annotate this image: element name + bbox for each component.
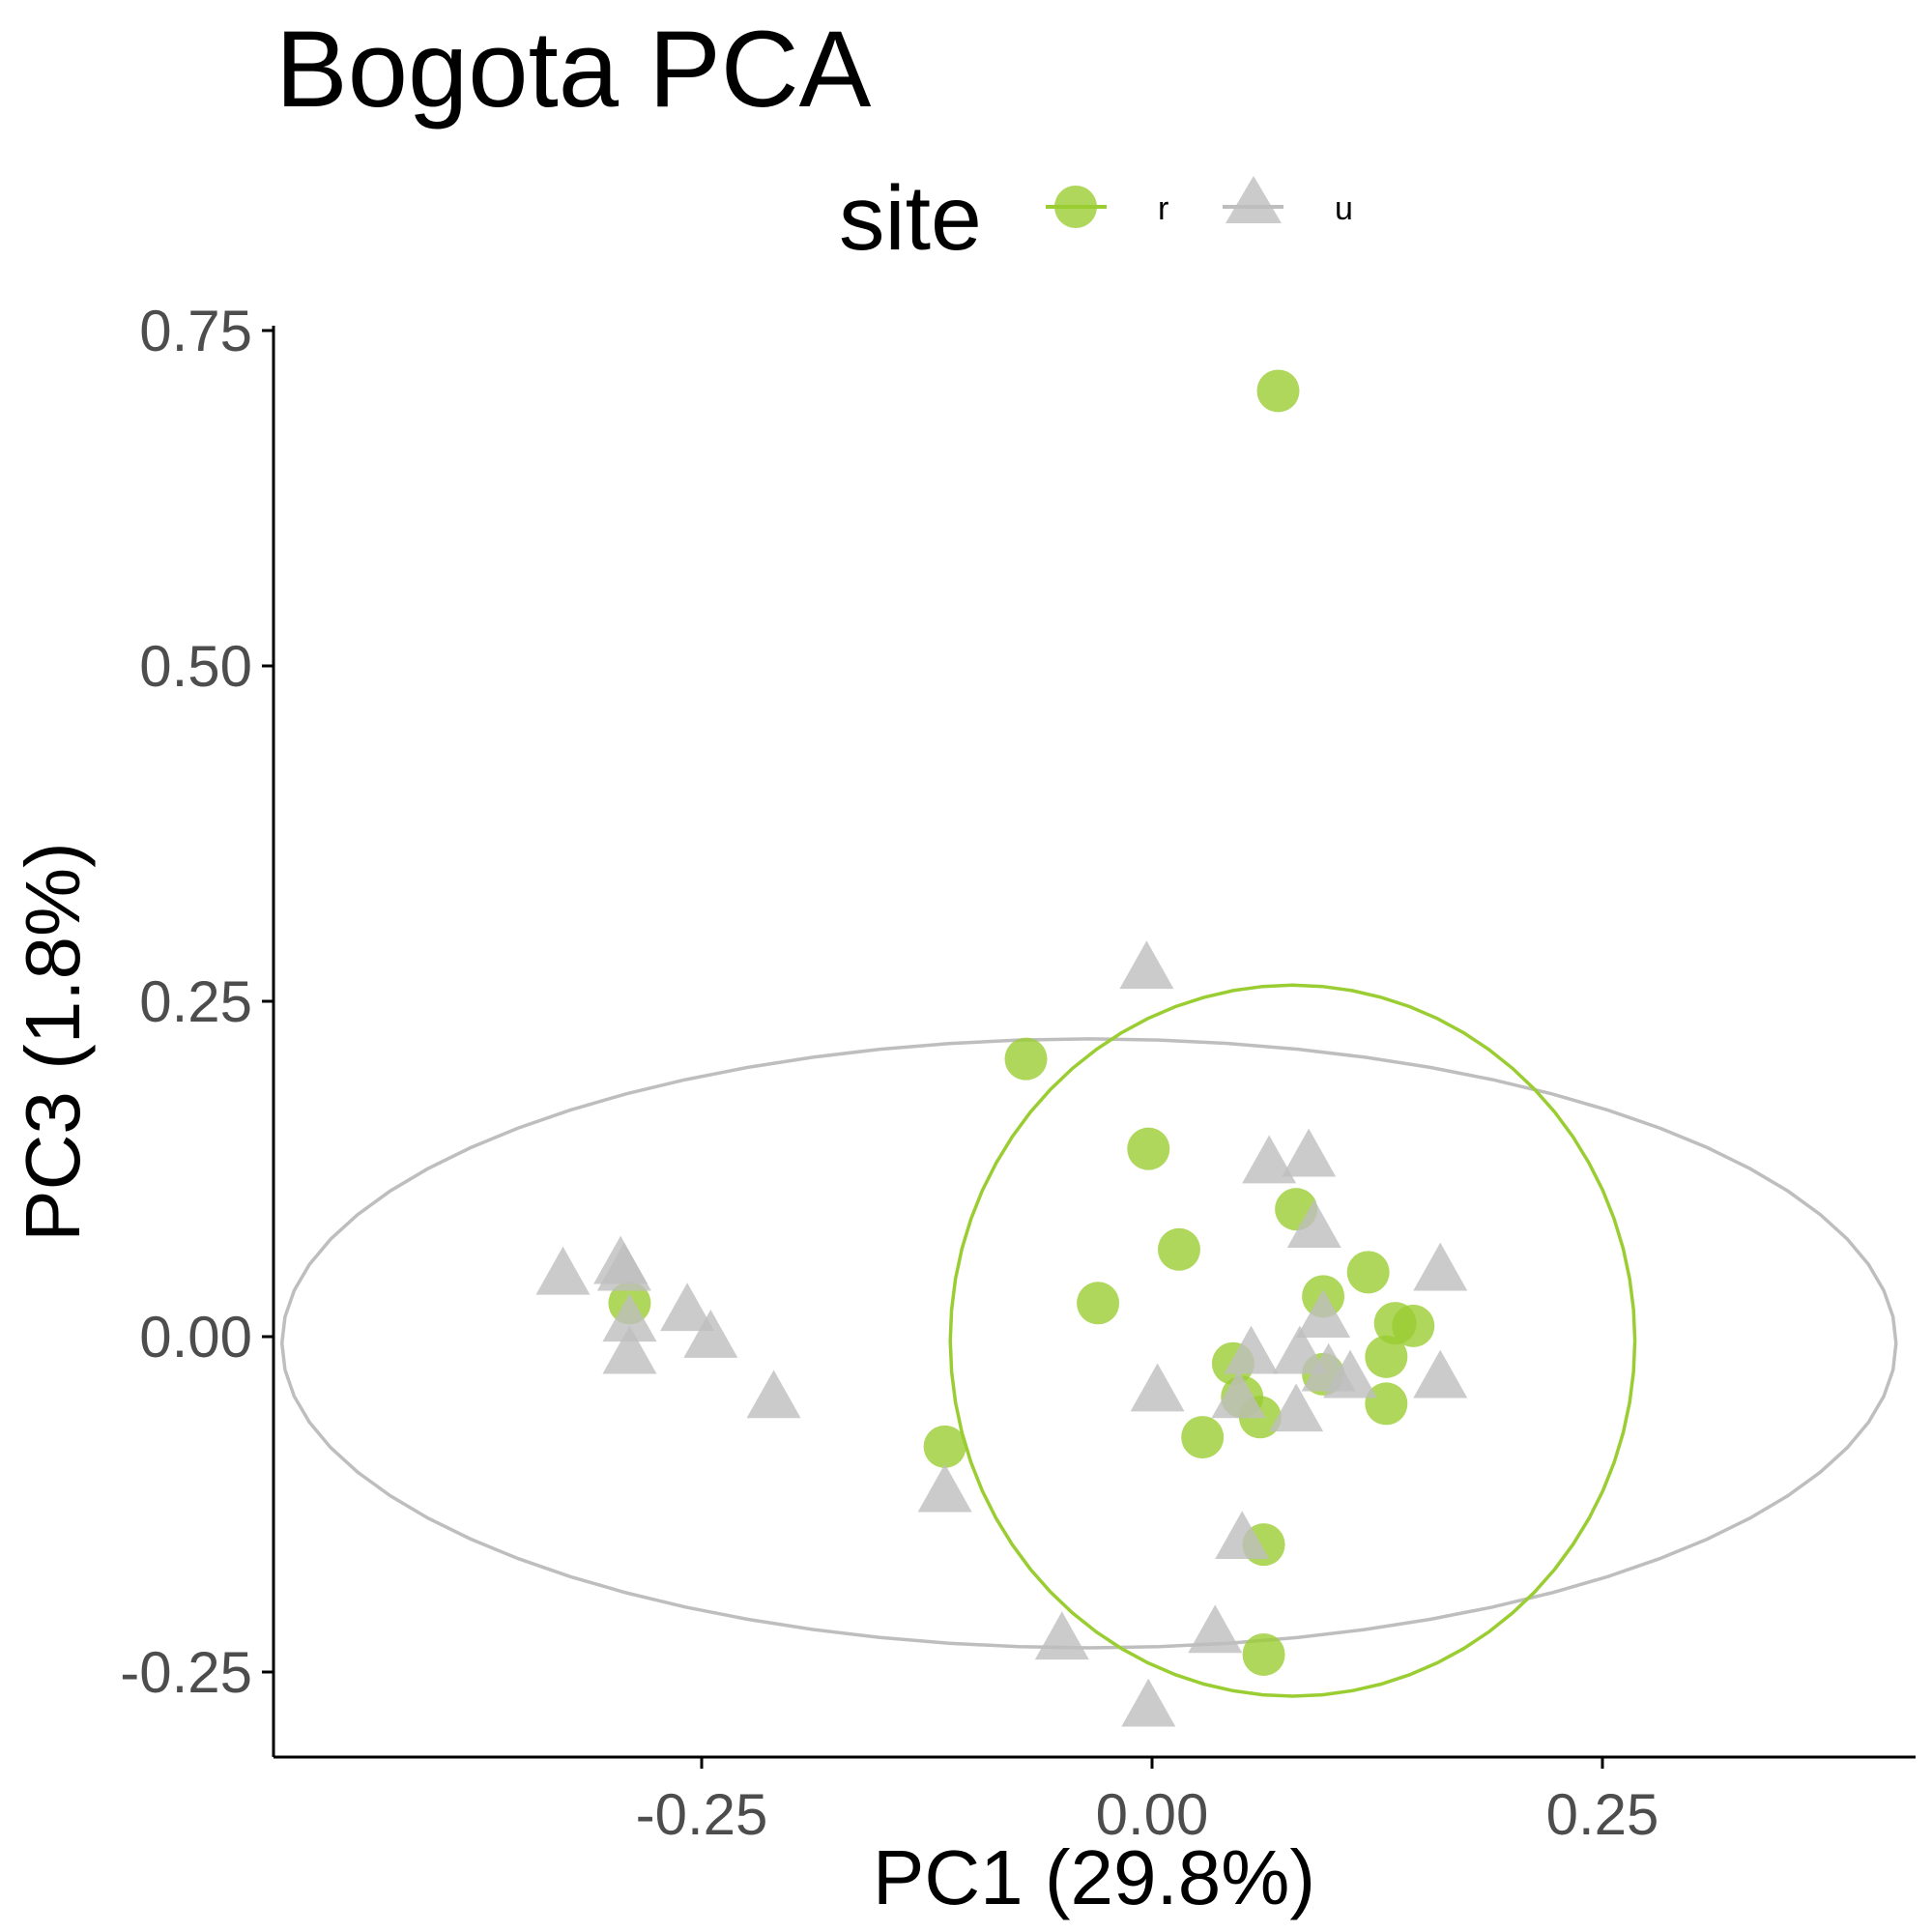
legend-title: site bbox=[839, 167, 982, 270]
point-r-7 bbox=[1346, 1251, 1390, 1294]
y-axis-title: PC3 (1.8%) bbox=[10, 842, 96, 1241]
point-u-8 bbox=[660, 1283, 715, 1332]
y-tick-label: 0.00 bbox=[139, 1305, 252, 1370]
point-u-13 bbox=[1296, 1289, 1351, 1339]
point-u-7 bbox=[596, 1242, 651, 1291]
point-u-3 bbox=[1286, 1199, 1341, 1249]
chart-title: Bogota PCA bbox=[275, 9, 872, 130]
point-u-0 bbox=[1119, 940, 1174, 990]
y-tick-label: 0.75 bbox=[139, 299, 252, 363]
y-tick-label: 0.25 bbox=[139, 969, 252, 1034]
point-r-1 bbox=[1004, 1037, 1048, 1081]
y-axis-ticks: 0.75 0.50 0.25 0.00 -0.25 bbox=[120, 299, 274, 1705]
legend-key-u bbox=[1223, 176, 1283, 223]
point-u-22 bbox=[917, 1463, 972, 1513]
point-u-18 bbox=[1413, 1349, 1468, 1399]
point-u-15 bbox=[1272, 1325, 1327, 1374]
y-tick-label: 0.50 bbox=[139, 634, 252, 699]
confidence-ellipses bbox=[279, 983, 1898, 1698]
point-u-24 bbox=[1034, 1611, 1089, 1660]
point-r-3 bbox=[1157, 1227, 1200, 1271]
point-u-21 bbox=[1211, 1370, 1266, 1419]
point-r-2 bbox=[1127, 1127, 1170, 1170]
point-u-10 bbox=[683, 1310, 738, 1358]
point-r-15 bbox=[1365, 1382, 1408, 1426]
x-axis-title: PC1 (29.8%) bbox=[873, 1834, 1315, 1920]
point-u-1 bbox=[1242, 1135, 1297, 1184]
x-tick-label: -0.25 bbox=[636, 1782, 768, 1847]
y-tick-label: -0.25 bbox=[120, 1640, 252, 1705]
ellipse-r bbox=[948, 983, 1637, 1698]
point-r-10 bbox=[1365, 1335, 1408, 1378]
point-u-17 bbox=[1323, 1349, 1378, 1399]
legend-label-u: u bbox=[1335, 190, 1353, 227]
point-u-9 bbox=[602, 1293, 657, 1342]
point-r-5 bbox=[1077, 1282, 1120, 1325]
point-r-17 bbox=[923, 1425, 966, 1468]
x-axis-ticks: -0.25 0.00 0.25 bbox=[636, 1757, 1659, 1847]
point-u-14 bbox=[1224, 1325, 1279, 1374]
point-u-25 bbox=[1188, 1604, 1243, 1654]
legend-key-u-marker bbox=[1226, 176, 1282, 223]
legend: site r u bbox=[839, 167, 1353, 270]
x-tick-label: 0.25 bbox=[1546, 1782, 1659, 1847]
point-u-23 bbox=[1215, 1511, 1270, 1560]
point-r-19 bbox=[1242, 1632, 1285, 1676]
point-u-5 bbox=[535, 1246, 591, 1295]
legend-label-r: r bbox=[1158, 190, 1168, 227]
point-r-16 bbox=[1181, 1416, 1225, 1459]
ellipse-u bbox=[279, 1037, 1898, 1650]
point-u-20 bbox=[1269, 1383, 1324, 1432]
point-u-2 bbox=[1282, 1128, 1337, 1177]
point-r-0 bbox=[1256, 369, 1300, 413]
point-r-9 bbox=[1392, 1304, 1435, 1347]
point-u-12 bbox=[746, 1370, 801, 1419]
legend-key-r-marker bbox=[1054, 186, 1097, 228]
data-points bbox=[535, 369, 1468, 1727]
point-u-19 bbox=[1130, 1363, 1185, 1412]
point-u-4 bbox=[1413, 1242, 1468, 1291]
point-u-26 bbox=[1121, 1678, 1176, 1727]
x-tick-label: 0.00 bbox=[1096, 1782, 1209, 1847]
legend-key-r bbox=[1046, 186, 1107, 228]
point-u-11 bbox=[602, 1325, 657, 1374]
